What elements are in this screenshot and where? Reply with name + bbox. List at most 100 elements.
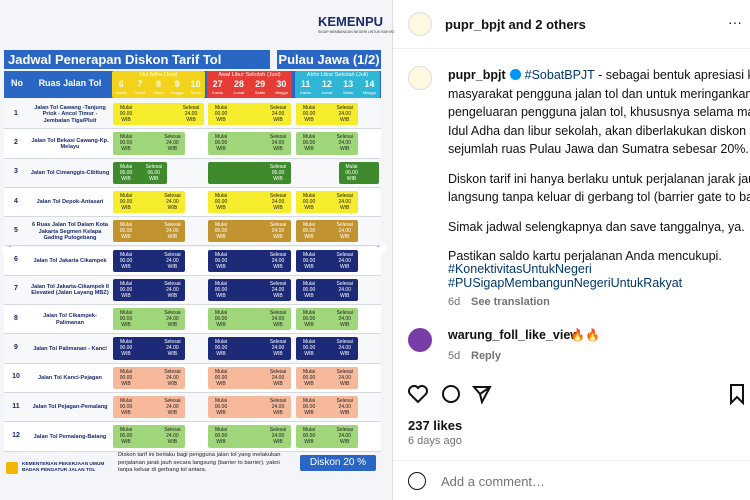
road-name: Jalan Tol Cawang -Tanjung Priok - Ancol … [34, 105, 106, 124]
schedule-bar: Mulai 00.00 WIB Selesai 24.00 WIB [113, 425, 186, 448]
bar-start: Mulai 00.00 WIB [302, 222, 316, 241]
caption-line: Diskon tarif ini hanya berlaku untuk per… [448, 171, 750, 186]
author-avatar[interactable] [408, 66, 432, 90]
bar-start: Mulai 00.00 WIB [302, 339, 316, 358]
road-name: 6 Ruas Jalan Tol Dalam Kota Jakarta Segm… [31, 222, 109, 242]
day-number: 30 [276, 79, 287, 89]
comment-input[interactable]: Add a comment… [441, 474, 546, 489]
bar-end: Selesai 24.00 WIB [336, 280, 353, 299]
road-name: Jalan Tol Cikampek-Palimanan [43, 313, 97, 326]
caption-text: - sebagai bentuk apresiasi kepad [598, 68, 750, 82]
bar-end: Selesai 24.00 WIB [164, 222, 181, 241]
bar-end: Selesai 24.00 WIB [164, 134, 181, 153]
schedule-bar: Mulai 00.00 WIB Selesai 24.00 WIB [208, 396, 291, 419]
day-number: 11 [300, 79, 311, 89]
hashtag[interactable]: #KonektivitasUntukNegeri [448, 262, 592, 276]
schedule-bar: Mulai 00.00 WIB Selesai 24.00 WIB [296, 220, 358, 243]
road-name: Jalan Tol Pejagan-Pemalang [32, 404, 108, 411]
day-number: 29 [255, 79, 266, 89]
schedule-bar: Mulai 00.00 WIB Selesai 24.00 WIB [296, 132, 358, 155]
bar-end: Selesai 24.00 WIB [269, 368, 287, 387]
row-number: 10 [12, 373, 20, 381]
schedule-bar: Mulai 00.00 WIB Selesai 24.00 WIB [296, 308, 358, 331]
schedule-bar: Mulai 00.00 WIB Selesai 24.00 WIB [208, 278, 291, 302]
row-number: 3 [14, 168, 18, 176]
region: Pulau Jawa (1/2) [277, 50, 381, 69]
bar-end: Selesai 24.00 WIB [336, 222, 353, 241]
bar-start: Mulai 00.00 WIB [214, 251, 228, 270]
bar-end: Selesai 24.00 WIB [336, 251, 353, 270]
weekday: Senin [190, 90, 201, 95]
hashtag[interactable]: #SobatBPJT [524, 68, 595, 82]
weekday: Jumat [321, 90, 333, 95]
caption-line: masyarakat pengguna jalan tol dan untuk … [448, 86, 750, 101]
emoji-button[interactable] [408, 472, 426, 490]
bar-end: Selesai 24.00 WIB [336, 105, 353, 123]
like-icon[interactable] [408, 385, 428, 404]
bar-end: Selesai 24.00 WIB [182, 105, 200, 123]
schedule-bar: Mulai 00.00 WIB Selesai 24.00 WIB [208, 425, 291, 448]
caption: pupr_bpjt #SobatBPJT - sebagai bentuk apr… [448, 66, 750, 277]
bar-start: Mulai 00.00 WIB [302, 251, 316, 270]
bar-start: Mulai 00.00 WIB [302, 280, 316, 299]
bar-start: Mulai 00.00 WIB [214, 134, 228, 153]
bar-end: Selesai 24.00 WIB [164, 192, 181, 211]
caption-line: pupr_bpjt #SobatBPJT - sebagai bentuk apr… [448, 66, 750, 85]
bar-start: Mulai 00.00 WIB [302, 310, 316, 329]
commenter-avatar[interactable] [408, 328, 432, 352]
more-menu[interactable]: ··· [728, 14, 742, 30]
save-icon[interactable] [730, 384, 744, 406]
bar-start: Mulai 00.00 WIB [119, 427, 133, 446]
day-number: 7 [137, 79, 143, 89]
schedule-bar: Mulai 00.00 WIB Selesai 24.00 WIB [208, 103, 291, 126]
commenter[interactable]: warung_foll_like_view [448, 328, 580, 342]
weekday: Kamis [300, 90, 312, 95]
schedule-bar: Mulai 00.00 WIB Selesai 24.00 WIB [113, 249, 186, 272]
bar-start: Mulai 00.00 WIB [302, 105, 316, 123]
schedule-bar: Mulai 00.00 WIB Selesai 24.00 WIB [208, 366, 291, 389]
schedule-bar: Mulai 00.00 WIB Selesai 24.00 WIB [113, 308, 186, 331]
weekday: Minggu [274, 90, 288, 95]
weekday: Jumat [134, 90, 146, 95]
weekday: Minggu [362, 90, 376, 95]
day-number: 13 [343, 79, 354, 89]
avatar[interactable] [408, 12, 432, 36]
schedule-bar: Mulai 00.00 WIB Selesai 24.00 WIB [208, 190, 291, 214]
discount: Diskon 20 % [300, 455, 376, 471]
bar-start: Mulai 00.00 WIB [119, 310, 133, 329]
day-number: 12 [321, 79, 332, 89]
col-road: Ruas Jalan Tol [38, 78, 102, 88]
likes[interactable]: 237 likes [408, 418, 463, 433]
bar-end: Selesai 24.00 WIB [269, 105, 287, 123]
footer-logo [6, 462, 18, 474]
row-number: 8 [14, 314, 18, 322]
comment-icon[interactable] [442, 385, 460, 403]
bar-end: Selesai 24.00 WIB [164, 427, 181, 446]
bar-end: Selesai 24.00 WIB [164, 280, 181, 299]
logo: KEMENPU [318, 14, 384, 29]
row-number: 7 [14, 285, 18, 293]
bar-end: Selesai 24.00 WIB [269, 134, 287, 153]
row-number: 12 [12, 431, 20, 439]
schedule-bar: Mulai 00.00 WIB Selesai 24.00 WIB [113, 190, 186, 214]
author[interactable]: pupr_bpjt [448, 68, 506, 82]
post-age: 6d [448, 296, 461, 308]
row-number: 5 [14, 226, 18, 234]
bar-end: Selesai 24.00 WIB [164, 368, 181, 387]
bar-start: Mulai 00.00 WIB [214, 280, 228, 299]
bar-start: Mulai 00.00 WIB [214, 310, 228, 329]
see-translation[interactable]: See translation [471, 296, 550, 308]
schedule-bar: Mulai 00.00 WIB Selesai 24.00 WIB [296, 337, 358, 360]
reply[interactable]: Reply [471, 350, 501, 362]
schedule-bar: Mulai 00.00 WIB Selesai 24.00 WIB [113, 366, 186, 389]
weekday: Jumat [233, 90, 245, 95]
day-number: 8 [155, 79, 161, 89]
schedule-bar: Mulai 00.00 WIB Selesai 24.00 WIB [113, 396, 186, 419]
post-header[interactable]: pupr_bpjt and 2 others [445, 17, 586, 32]
bar-end: Selesai 24.00 WIB [336, 134, 353, 153]
road-name: Jalan Tol Depok-Antasari [36, 199, 104, 206]
hashtag[interactable]: #PUSigapMembangunNegeriUntukRakyat [448, 276, 683, 290]
bar-start: Mulai 00.00 WIB [214, 339, 228, 358]
share-icon[interactable] [471, 386, 492, 405]
row-number: 4 [14, 197, 18, 205]
